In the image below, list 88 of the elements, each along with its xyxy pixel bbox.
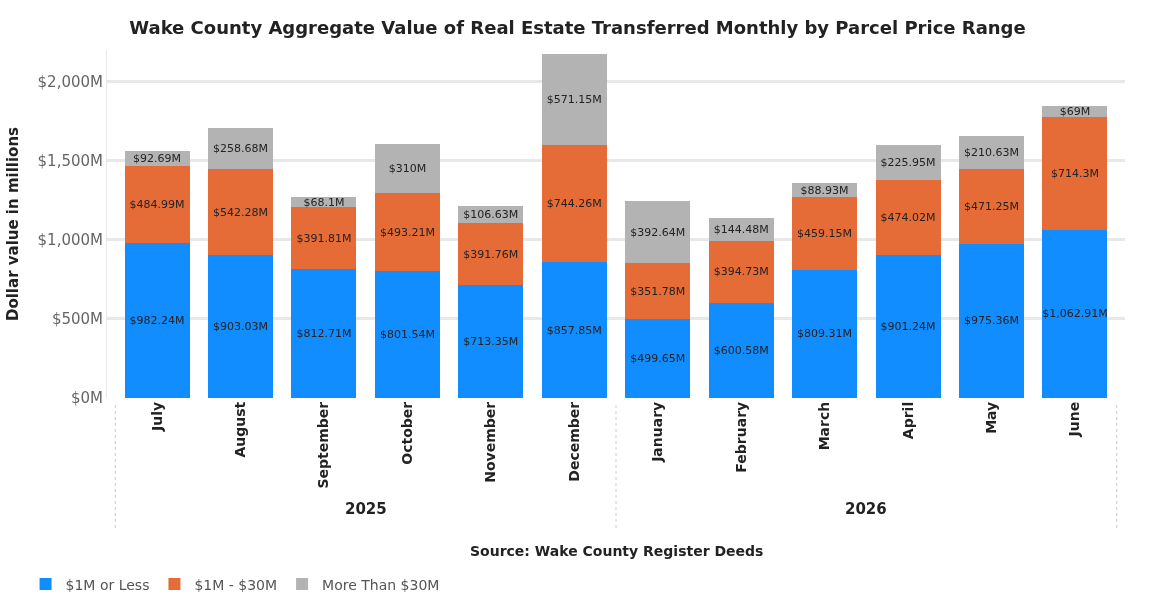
data-label: $351.78M <box>630 284 686 298</box>
bar <box>207 255 274 398</box>
x-tick-label: January <box>649 401 666 463</box>
bar <box>207 169 274 256</box>
data-label: $1,062.91M <box>1042 307 1108 321</box>
data-label: $901.24M <box>880 320 936 334</box>
bar <box>625 318 691 398</box>
data-label: $975.36M <box>964 314 1019 328</box>
bar <box>541 262 607 398</box>
legend-label: $1M or Less <box>65 576 150 593</box>
bar <box>625 263 691 319</box>
data-label: $484.99M <box>129 197 185 211</box>
bar <box>708 303 774 398</box>
x-tick-label: September <box>315 401 332 489</box>
bar <box>1042 229 1108 398</box>
x-tick-label: June <box>1066 401 1083 438</box>
x-tick-label: March <box>816 401 833 451</box>
data-label: $391.76M <box>463 247 519 261</box>
data-label: $714.3M <box>1050 166 1099 180</box>
y-tick-label: $500M <box>51 310 103 329</box>
bar <box>875 180 941 256</box>
data-label: $392.64M <box>630 225 686 239</box>
bar <box>541 144 607 263</box>
x-tick-label: October <box>398 401 415 465</box>
y-tick-label: $2,000M <box>37 72 103 91</box>
data-label: $391.81M <box>296 231 352 245</box>
text: 2025 <box>345 500 387 518</box>
bar <box>792 197 858 270</box>
data-label: $394.73M <box>713 265 769 279</box>
bar <box>875 255 941 398</box>
bar <box>792 269 858 398</box>
data-label: $474.02M <box>880 211 936 225</box>
bar <box>374 144 440 194</box>
bar <box>625 201 691 264</box>
bar <box>958 243 1025 398</box>
x-tick-label: April <box>899 401 916 440</box>
chart-title: Wake County Aggregate Value of Real Estate Transferred Monthly by Parcel Price Range <box>129 17 1026 39</box>
data-label: $903.03M <box>213 320 268 334</box>
data-label: $88.93M <box>800 183 849 197</box>
data-label: $106.63M <box>463 208 519 222</box>
data-label: $69M <box>1059 104 1091 118</box>
y-axis-title: Dollar value in millions <box>3 126 22 322</box>
x-tick-label: December <box>565 401 582 482</box>
bar <box>708 240 774 303</box>
x-tick-label: February <box>732 401 749 473</box>
data-label: $857.85M <box>546 323 602 337</box>
bar <box>958 169 1025 244</box>
legend-label: $1M - $30M <box>194 576 278 593</box>
y-tick-label: $1,500M <box>37 151 103 170</box>
bar <box>291 269 357 398</box>
data-label: $812.71M <box>296 327 352 341</box>
data-label: $210.63M <box>964 146 1019 160</box>
data-label: $713.35M <box>463 335 519 349</box>
bar <box>458 285 524 398</box>
data-label: $92.69M <box>133 152 182 166</box>
data-label: $809.31M <box>797 327 853 341</box>
x-axis-title: Source: Wake County Register Deeds <box>470 543 764 559</box>
data-label: $258.68M <box>213 142 268 156</box>
data-label: $499.65M <box>630 351 686 365</box>
y-tick-label: $0M <box>70 389 103 408</box>
x-tick-label: August <box>232 401 249 458</box>
x-tick-label: July <box>148 401 165 432</box>
y-tick-label: $1,000M <box>37 231 103 250</box>
data-label: $310M <box>388 162 427 176</box>
bar <box>374 271 440 398</box>
bar <box>458 223 524 286</box>
data-label: $68.1M <box>303 195 345 209</box>
bar <box>541 54 607 145</box>
bar <box>291 207 357 270</box>
data-label: $493.21M <box>379 225 435 239</box>
bar <box>1042 116 1108 230</box>
legend-label: More Than $30M <box>322 576 440 593</box>
data-label: $744.26M <box>546 196 602 210</box>
bar <box>124 242 190 398</box>
data-label: $459.15M <box>797 227 853 241</box>
data-label: $542.28M <box>213 205 268 219</box>
data-label: $982.24M <box>129 313 185 327</box>
data-label: $600.58M <box>713 344 769 357</box>
x-tick-label: November <box>482 401 499 483</box>
bar <box>124 165 190 243</box>
data-label: $144.48M <box>713 222 769 236</box>
bar <box>374 193 440 272</box>
data-label: $571.15M <box>546 92 602 106</box>
text: 2026 <box>845 500 887 518</box>
data-label: $471.25M <box>964 199 1019 213</box>
x-tick-label: May <box>983 401 1000 434</box>
data-label: $225.95M <box>880 156 936 170</box>
data-label: $801.54M <box>379 328 435 342</box>
